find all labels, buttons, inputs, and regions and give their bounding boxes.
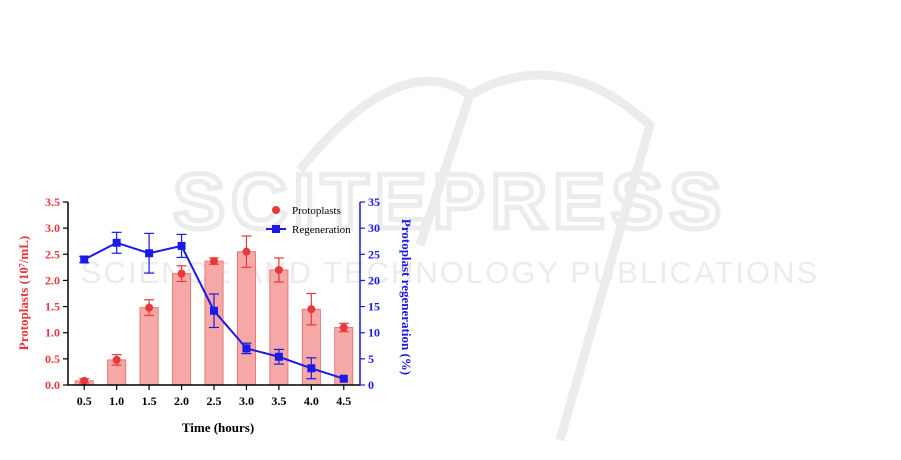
point-protoplasts-4.5	[339, 323, 348, 332]
right-tick-label-5: 5	[368, 352, 374, 366]
left-tick-label-1.0: 1.0	[45, 326, 60, 340]
right-tick-label-30: 30	[368, 221, 380, 235]
bar-3.0	[236, 251, 256, 386]
legend-marker-protoplasts	[272, 206, 280, 214]
right-axis-label: Protoplast regeneration (%)	[399, 219, 414, 375]
point-regeneration-3.0	[242, 344, 251, 353]
point-regeneration-2.5	[210, 306, 218, 315]
right-tick-label-10: 10	[368, 326, 380, 340]
left-tick-label-0.0: 0.0	[45, 378, 60, 392]
x-tick-label-2.5: 2.5	[207, 394, 222, 408]
point-regeneration-4.0	[307, 364, 316, 373]
right-tick-label-35: 35	[368, 195, 380, 209]
bar-2.0	[172, 273, 192, 386]
legend-label-regeneration: Regeneration	[292, 224, 351, 236]
point-protoplasts-2.0	[177, 269, 186, 278]
left-tick-label-2.5: 2.5	[45, 247, 60, 261]
bar-1.5	[139, 307, 159, 386]
left-tick-label-2.0: 2.0	[45, 273, 60, 287]
x-tick-label-1.0: 1.0	[109, 394, 124, 408]
left-tick-label-0.5: 0.5	[45, 352, 60, 366]
point-regeneration-2.0	[177, 241, 186, 250]
right-tick-label-25: 25	[368, 247, 380, 261]
legend-marker-regeneration	[272, 225, 280, 233]
point-protoplasts-2.5	[210, 257, 218, 266]
x-tick-label-3.5: 3.5	[271, 394, 286, 408]
errorbars-protoplasts	[79, 235, 349, 384]
point-regeneration-1.0	[112, 238, 121, 247]
points-protoplasts	[80, 247, 348, 385]
x-tick-label-4.5: 4.5	[336, 394, 351, 408]
left-tick-label-3.5: 3.5	[45, 195, 60, 209]
point-protoplasts-1.0	[112, 355, 121, 364]
x-tick-label-3.0: 3.0	[239, 394, 254, 408]
x-axis-ticks: 0.5 1.0 1.5 2.0 2.5 3.0 3.5 4.0 4.5	[77, 385, 351, 408]
x-tick-label-2.0: 2.0	[174, 394, 189, 408]
x-tick-label-0.5: 0.5	[77, 394, 92, 408]
right-tick-label-20: 20	[368, 273, 380, 287]
point-regeneration-1.5	[145, 249, 154, 258]
left-tick-label-3.0: 3.0	[45, 221, 60, 235]
right-axis-ticks: 0 5 10 15 20 25 30 35	[360, 195, 380, 392]
point-regeneration-0.5	[80, 255, 89, 264]
x-axis-label: Time (hours)	[182, 420, 254, 435]
right-tick-label-0: 0	[368, 378, 374, 392]
right-tick-label-15: 15	[368, 300, 380, 314]
line-series-regeneration	[79, 231, 348, 383]
point-protoplasts-1.5	[145, 303, 154, 312]
x-tick-label-1.5: 1.5	[142, 394, 157, 408]
left-tick-label-1.5: 1.5	[45, 300, 60, 314]
watermark-main-text: SCITEPRESS	[173, 157, 727, 245]
point-regeneration-3.5	[274, 352, 283, 361]
legend-label-protoplasts: Protoplasts	[292, 205, 341, 217]
bar-3.5	[269, 269, 289, 386]
x-tick-label-4.0: 4.0	[304, 394, 319, 408]
point-protoplasts-3.5	[274, 265, 283, 274]
point-protoplasts-4.0	[307, 305, 316, 314]
point-regeneration-4.5	[339, 374, 348, 383]
watermark-book-icon	[296, 70, 655, 442]
watermark-sub-text: SCIENCE AND TECHNOLOGY PUBLICATIONS	[81, 255, 819, 290]
point-protoplasts-0.5	[80, 376, 89, 385]
legend: Protoplasts Regeneration	[266, 205, 351, 236]
left-axis-ticks: 0.0 0.5 1.0 1.5 2.0 2.5 3.0 3.5	[45, 195, 68, 392]
point-protoplasts-3.0	[242, 247, 251, 256]
left-axis-label: Protoplasts (10⁷/mL)	[16, 236, 31, 351]
